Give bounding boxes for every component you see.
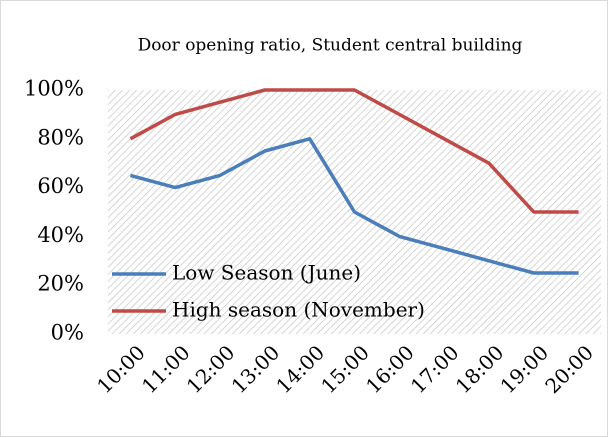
series-line (129, 137, 579, 275)
legend-label: High season (November) (172, 298, 425, 322)
y-tick-label: 80% (37, 125, 84, 149)
y-tick-label: 0% (51, 321, 84, 345)
y-tick-label: 60% (37, 174, 84, 198)
chart-title: Door opening ratio, Student central buil… (138, 36, 523, 56)
y-tick-label: 20% (37, 272, 84, 296)
series-line (129, 88, 579, 214)
y-tick-label: 40% (37, 223, 84, 247)
y-tick-label: 100% (24, 77, 84, 101)
legend-label: Low Season (June) (172, 261, 361, 285)
